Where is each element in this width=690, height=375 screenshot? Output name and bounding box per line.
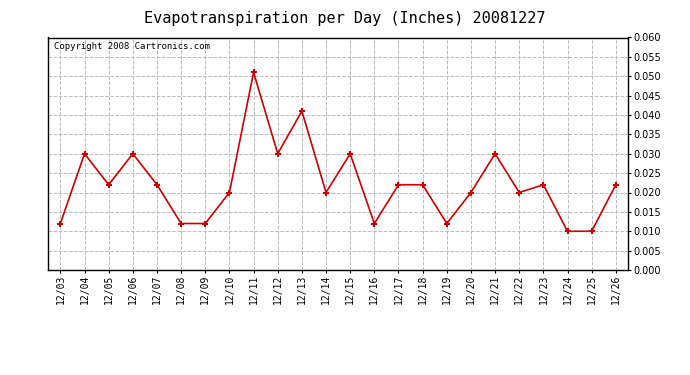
Text: Copyright 2008 Cartronics.com: Copyright 2008 Cartronics.com (54, 42, 210, 51)
Text: Evapotranspiration per Day (Inches) 20081227: Evapotranspiration per Day (Inches) 2008… (144, 11, 546, 26)
